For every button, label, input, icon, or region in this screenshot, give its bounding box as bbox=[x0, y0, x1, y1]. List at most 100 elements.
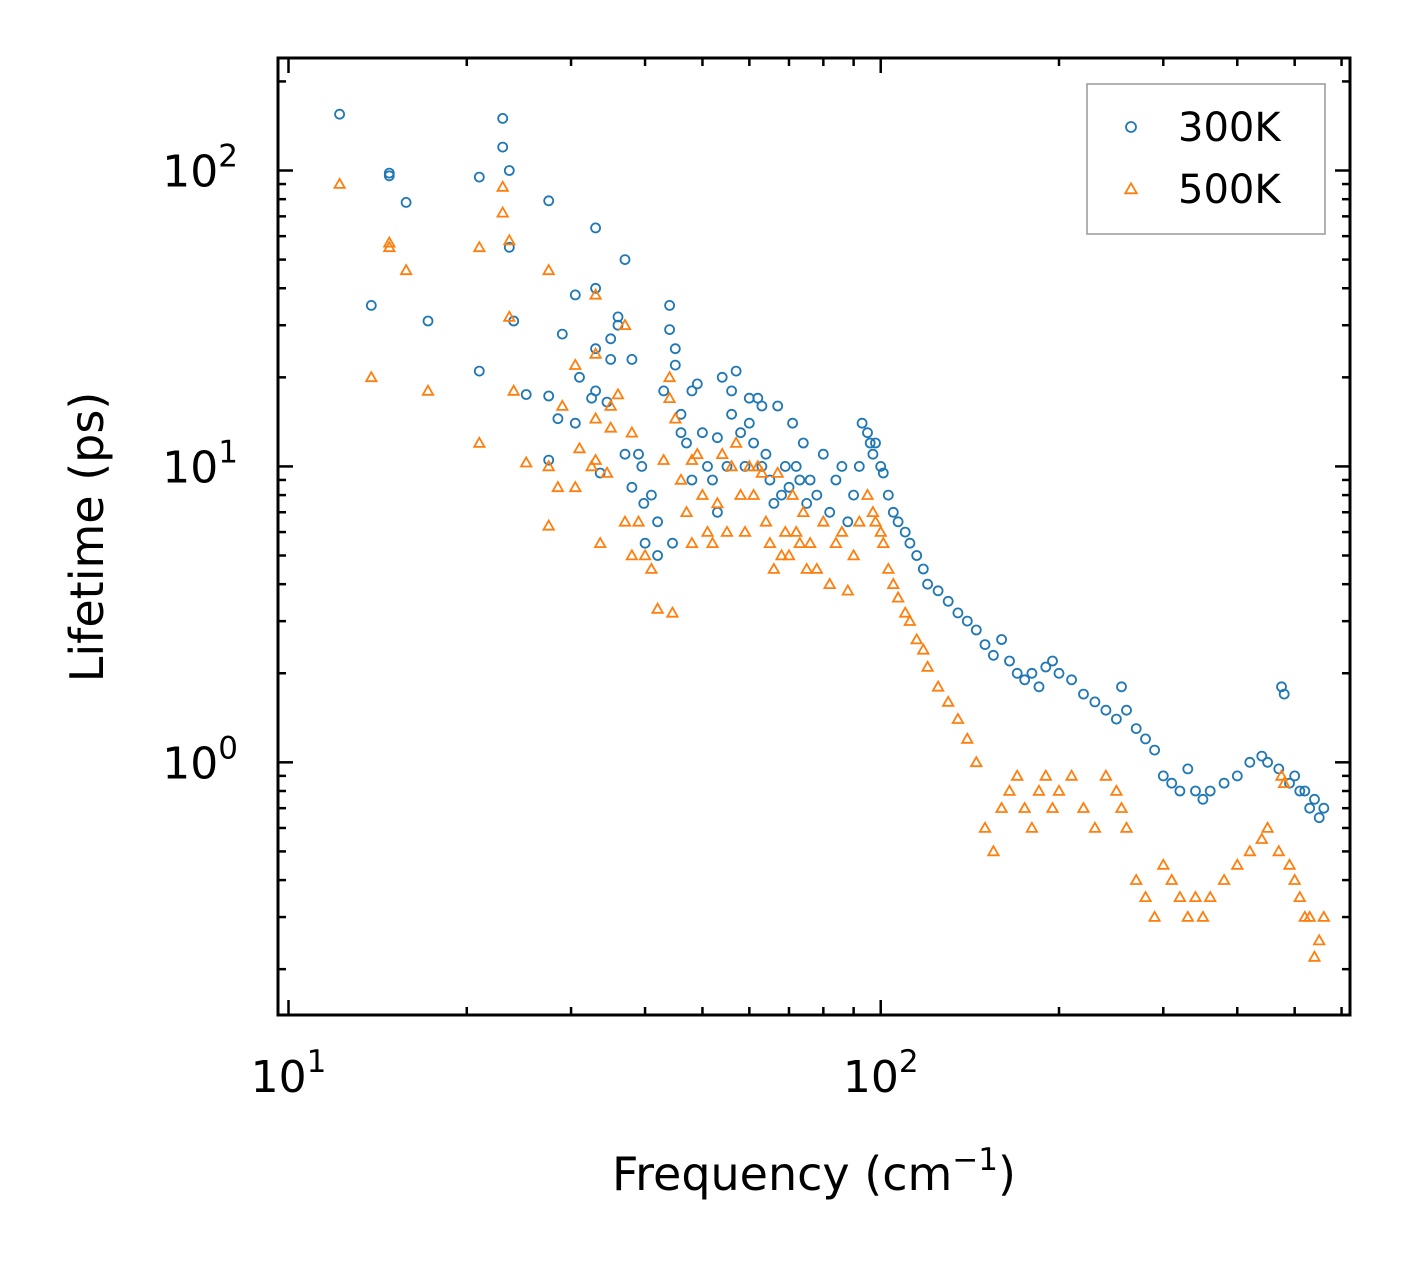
data-point bbox=[1317, 910, 1331, 922]
data-point bbox=[555, 398, 570, 411]
data-point bbox=[1025, 820, 1039, 833]
data-point bbox=[751, 459, 765, 472]
data-point bbox=[868, 514, 883, 527]
data-point bbox=[1156, 858, 1171, 870]
data-point bbox=[1304, 802, 1316, 814]
data-point bbox=[572, 441, 587, 454]
data-point bbox=[882, 489, 894, 501]
plot-area bbox=[332, 108, 1331, 962]
data-point bbox=[988, 649, 999, 661]
data-point bbox=[674, 473, 688, 485]
data-point bbox=[588, 346, 603, 359]
data-point bbox=[1004, 655, 1015, 667]
plot-frame bbox=[276, 56, 1352, 1017]
data-point bbox=[1312, 933, 1326, 946]
data-point bbox=[605, 333, 617, 345]
data-point bbox=[760, 448, 772, 460]
data-point bbox=[636, 460, 648, 472]
data-point bbox=[763, 536, 777, 548]
data-point bbox=[804, 474, 816, 486]
data-point bbox=[685, 536, 699, 548]
data-point bbox=[1099, 768, 1113, 781]
data-point bbox=[662, 370, 677, 383]
data-point bbox=[644, 562, 659, 574]
data-point bbox=[1026, 667, 1038, 679]
data-point bbox=[803, 536, 817, 548]
data-point bbox=[904, 537, 916, 549]
data-point bbox=[743, 417, 755, 429]
data-point bbox=[626, 353, 638, 365]
data-point bbox=[588, 411, 603, 424]
data-point bbox=[1190, 785, 1201, 797]
data-point bbox=[681, 437, 692, 449]
data-point bbox=[662, 391, 677, 404]
data-point bbox=[568, 480, 583, 493]
data-point bbox=[1140, 733, 1151, 745]
data-point bbox=[790, 460, 802, 472]
data-point bbox=[1299, 785, 1311, 797]
data-point bbox=[716, 371, 728, 383]
legend: 300K 500K bbox=[1086, 83, 1326, 235]
data-point bbox=[365, 299, 377, 311]
data-point bbox=[519, 455, 533, 468]
data-point bbox=[502, 233, 517, 246]
data-point bbox=[942, 595, 954, 607]
data-point bbox=[764, 474, 776, 486]
data-point bbox=[679, 505, 694, 517]
data-point bbox=[1052, 783, 1066, 796]
data-point bbox=[856, 417, 868, 429]
data-point bbox=[1217, 873, 1231, 885]
data-point bbox=[1076, 801, 1091, 813]
data-point bbox=[726, 385, 737, 397]
data-point bbox=[574, 371, 585, 383]
data-point bbox=[569, 289, 581, 301]
data-point bbox=[800, 562, 814, 574]
data-point bbox=[931, 679, 945, 692]
data-point bbox=[700, 525, 715, 537]
data-point bbox=[382, 235, 397, 248]
data-point bbox=[1256, 750, 1268, 762]
data-point bbox=[690, 447, 704, 460]
data-point bbox=[778, 525, 793, 537]
data-point bbox=[817, 448, 829, 460]
data-point bbox=[768, 497, 780, 509]
data-point bbox=[1278, 688, 1290, 700]
data-point bbox=[638, 497, 650, 509]
data-point bbox=[816, 514, 831, 527]
data-point bbox=[1243, 844, 1257, 857]
data-point bbox=[712, 432, 723, 444]
data-point bbox=[590, 385, 601, 397]
data-point bbox=[898, 605, 912, 618]
data-point bbox=[853, 460, 865, 472]
data-point bbox=[1203, 890, 1217, 902]
data-point bbox=[1188, 890, 1203, 902]
data-point bbox=[668, 411, 683, 424]
legend-marker bbox=[1125, 121, 1137, 133]
data-point bbox=[334, 108, 346, 120]
data-point bbox=[1182, 763, 1194, 775]
data-point bbox=[1116, 681, 1127, 693]
data-point bbox=[1273, 763, 1285, 775]
data-point bbox=[603, 398, 618, 411]
data-point bbox=[830, 474, 842, 486]
data-point bbox=[541, 459, 556, 472]
data-point bbox=[497, 113, 509, 124]
data-point bbox=[909, 632, 924, 645]
data-point bbox=[603, 420, 618, 433]
series-300K bbox=[334, 108, 1330, 824]
data-point bbox=[738, 525, 752, 537]
data-point bbox=[667, 537, 678, 549]
data-point bbox=[383, 167, 395, 179]
data-point bbox=[625, 425, 639, 438]
data-point bbox=[664, 324, 675, 336]
data-point bbox=[793, 536, 807, 548]
data-point bbox=[794, 474, 806, 486]
x-tick-label: 102 bbox=[843, 1044, 919, 1103]
legend-entries: 300K 500K bbox=[1123, 105, 1282, 213]
data-point bbox=[952, 607, 964, 619]
data-point bbox=[1100, 704, 1112, 716]
data-point bbox=[1111, 713, 1122, 725]
data-point bbox=[495, 180, 510, 192]
data-point bbox=[785, 488, 800, 500]
data-point bbox=[686, 385, 698, 397]
